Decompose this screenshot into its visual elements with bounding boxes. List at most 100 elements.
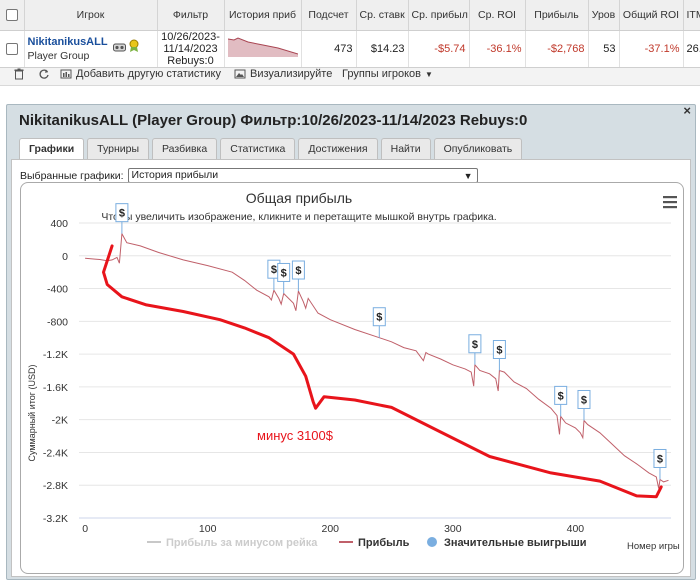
big-win-marker[interactable]: $: [115, 203, 129, 234]
award-icon[interactable]: [129, 39, 139, 56]
big-win-flag: [554, 385, 568, 405]
series-line-profit: [85, 231, 669, 489]
panel-tabs: Графики Турниры Разбивка Статистика Дост…: [19, 138, 523, 160]
y-tick-label: 0: [62, 251, 68, 263]
profit-chart[interactable]: Общая прибыль Чтобы увеличить изображени…: [21, 183, 684, 574]
tab-charts[interactable]: Графики: [19, 138, 85, 160]
panel-title: NikitanikusALL (Player Group) Фильтр:10/…: [19, 112, 528, 129]
legend-label-big-wins: Значительные выигрыши: [444, 537, 587, 549]
col-header-filter[interactable]: Фильтр: [157, 0, 225, 31]
close-icon[interactable]: ×: [683, 103, 691, 118]
col-header-history[interactable]: История приб: [224, 0, 302, 31]
big-win-markers: $ $ $ $ $ $ $ $ $ $: [115, 203, 667, 480]
chart-select[interactable]: История прибыли ▼: [127, 168, 478, 183]
selected-charts-label: Выбранные графики:: [20, 169, 124, 182]
big-win-flag-label: $: [657, 453, 663, 465]
level-cell: 53: [588, 30, 620, 68]
filter-cell: 10/26/2023- 11/14/2023 Rebuys:0: [157, 30, 225, 68]
col-header-profit[interactable]: Прибыль: [525, 0, 589, 31]
trash-icon[interactable]: [13, 68, 25, 80]
filter-from: 10/26/2023-: [161, 30, 220, 43]
col-header-level[interactable]: Уров: [588, 0, 620, 31]
big-win-marker[interactable]: $: [372, 307, 386, 338]
y-tick-label: -2K: [52, 415, 68, 427]
big-win-flag: [492, 340, 506, 359]
profit-sparkline[interactable]: [227, 37, 298, 57]
tab-statistics[interactable]: Статистика: [220, 138, 296, 159]
refresh-icon[interactable]: [38, 68, 50, 80]
itm-cell: 26.5: [683, 30, 700, 68]
big-win-marker[interactable]: $: [577, 389, 591, 421]
select-all-checkbox[interactable]: [5, 8, 18, 21]
x-tick-label: 0: [82, 523, 88, 535]
tab-publish[interactable]: Опубликовать: [433, 138, 523, 159]
total-roi-cell: -37.1%: [619, 30, 684, 68]
big-win-marker[interactable]: $: [492, 340, 506, 371]
chart-subtitle: Чтобы увеличить изображение, кликните и …: [101, 211, 496, 223]
tab-find[interactable]: Найти: [380, 138, 431, 159]
visualize-button[interactable]: Визуализируйте: [234, 68, 332, 80]
col-header-avg-stake[interactable]: Ср. ставк: [356, 0, 409, 31]
tab-achievements[interactable]: Достижения: [298, 138, 378, 159]
x-tick-label: 300: [444, 523, 462, 535]
menu-icon[interactable]: [663, 196, 677, 209]
player-groups-label: Группы игроков: [342, 68, 421, 80]
big-win-flag: [115, 203, 129, 223]
add-stats-label: Добавить другую статистику: [76, 68, 221, 80]
chart-frame: Общая прибыль Чтобы увеличить изображени…: [20, 182, 684, 574]
legend-label-rake: Прибыль за минусом рейка: [166, 537, 318, 549]
col-header-player[interactable]: Игрок: [24, 0, 158, 31]
col-header-itm[interactable]: ITM: [683, 0, 700, 31]
big-win-flag-label: $: [281, 267, 287, 279]
col-header-avg-profit[interactable]: Ср. прибыл: [408, 0, 470, 31]
x-tick-label: 200: [321, 523, 339, 535]
x-tick-label: 400: [567, 523, 585, 535]
legend-item-rake[interactable]: Прибыль за минусом рейка: [147, 537, 318, 549]
filter-to: 11/14/2023: [163, 42, 218, 55]
y-tick-label: -2.4K: [43, 447, 68, 459]
annotation-curve: [102, 244, 663, 499]
col-header-avg-roi[interactable]: Ср. ROI: [469, 0, 526, 31]
big-win-flag-label: $: [581, 394, 587, 406]
history-sparkline-cell: [224, 30, 302, 68]
details-panel: NikitanikusALL (Player Group) Фильтр:10/…: [6, 103, 696, 580]
row-checkbox[interactable]: [5, 42, 18, 55]
big-win-marker[interactable]: $: [653, 448, 667, 480]
big-win-flag-label: $: [271, 264, 277, 276]
player-groups-menu[interactable]: Группы игроков ▼: [342, 68, 433, 80]
big-win-flag: [277, 262, 291, 282]
big-win-flag: [372, 307, 386, 327]
chevron-down-icon: ▼: [463, 171, 473, 181]
chart-title: Общая прибыль: [246, 190, 352, 206]
panel-body: Выбранные графики: История прибыли ▼ Общ…: [11, 159, 691, 577]
legend-swatch-big-wins: [427, 537, 437, 547]
y-tick-labels: 400 0 -400 -800 -1.2K -1.6K -2K -2.4K -2.8K -3.2K: [43, 218, 68, 525]
chevron-down-icon: ▼: [425, 69, 433, 79]
stats-table: Игрок Фильтр История приб Подсчет Ср. ст…: [0, 0, 700, 68]
big-win-marker[interactable]: $: [468, 334, 482, 365]
x-tick-label: 100: [199, 523, 217, 535]
col-header-count[interactable]: Подсчет: [301, 0, 357, 31]
count-cell: 473: [301, 30, 357, 68]
big-win-marker[interactable]: $: [554, 385, 568, 417]
x-axis-label: Номер игры: [627, 541, 680, 552]
legend-item-profit[interactable]: Прибыль: [339, 537, 410, 549]
player-cell: NikitanikusALL Player Group: [24, 30, 158, 68]
y-axis-label: Суммарный итог (USD): [27, 364, 37, 461]
select-all-cell: [0, 0, 25, 31]
legend-item-big-wins[interactable]: Значительные выигрыши: [427, 537, 587, 549]
tab-breakdown[interactable]: Разбивка: [152, 138, 218, 159]
row-checkbox-cell: [0, 30, 25, 68]
col-header-total-roi[interactable]: Общий ROI: [619, 0, 684, 31]
table-row[interactable]: NikitanikusALL Player Group 10/26/2023- …: [0, 30, 700, 68]
player-group-label: Player Group: [27, 49, 90, 62]
tab-tournaments[interactable]: Турниры: [87, 138, 150, 159]
big-win-flag: [577, 389, 591, 409]
big-win-flag-label: $: [558, 390, 564, 402]
glasses-icon[interactable]: [112, 43, 126, 55]
player-name-link[interactable]: NikitanikusALL: [27, 35, 108, 48]
big-win-marker[interactable]: $: [291, 260, 305, 292]
add-stats-icon: [60, 69, 72, 79]
big-win-marker[interactable]: $: [277, 262, 291, 294]
add-stats-button[interactable]: Добавить другую статистику: [60, 68, 221, 80]
